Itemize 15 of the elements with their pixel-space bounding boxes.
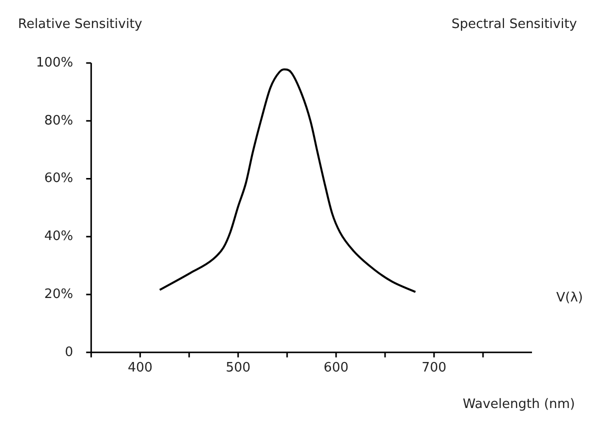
y-tick-label: 60% [44, 171, 74, 186]
text: V(λ) [556, 290, 583, 306]
y-tick-label: 20% [44, 286, 74, 302]
y-axis-title: Relative Sensitivity [18, 16, 143, 32]
y-tick-label: 80% [44, 113, 74, 128]
chart-title: Spectral Sensitivity [452, 16, 578, 32]
x-tick-label: 700 [422, 360, 446, 376]
x-axis-title: Wavelength (nm) [462, 396, 575, 412]
x-tick-label: 600 [324, 360, 348, 376]
y-tick-label: 100% [36, 55, 74, 70]
x-tick-label: 500 [226, 360, 251, 376]
y-tick-label: 0 [64, 344, 74, 360]
y-tick-label: 40% [44, 229, 74, 244]
line-series [158, 68, 416, 293]
x-tick-label: 400 [128, 360, 153, 376]
